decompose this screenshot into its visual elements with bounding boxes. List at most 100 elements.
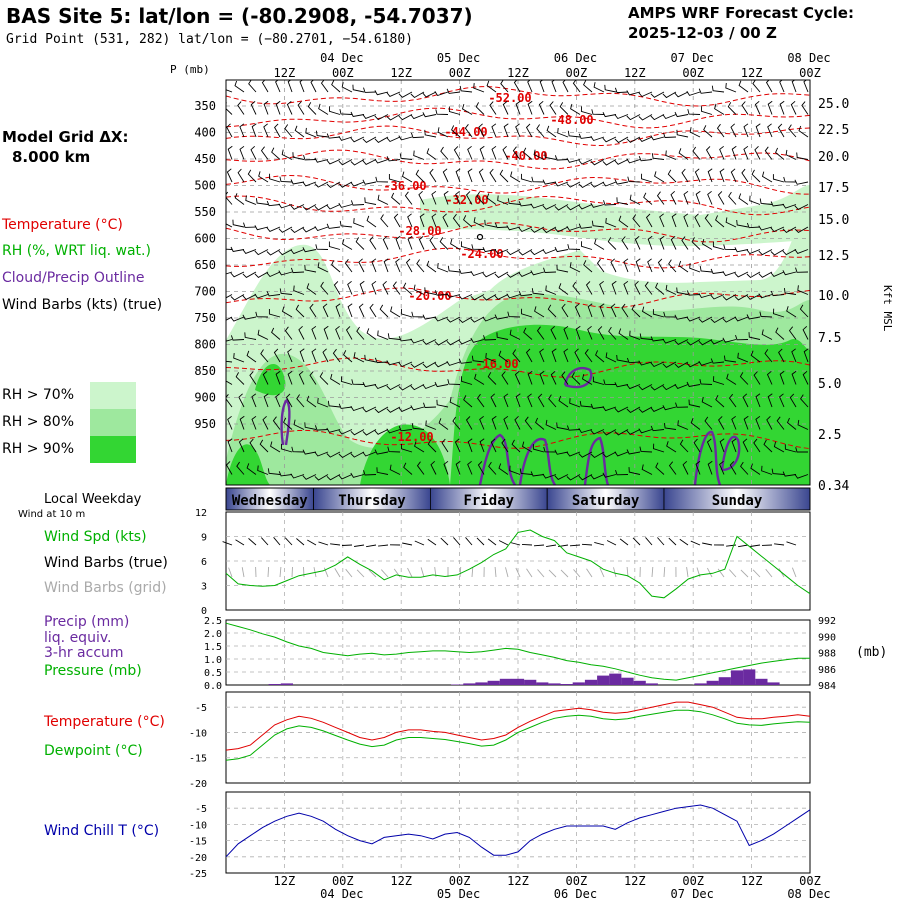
wind-barb [626, 406, 641, 414]
wind-chill-line [225, 804, 811, 858]
wind-barb [716, 123, 725, 138]
wind-barb [395, 235, 401, 250]
wind-barb [535, 417, 545, 430]
wind-barb [410, 91, 425, 99]
wind-barb [251, 123, 257, 138]
wind-barb [494, 314, 509, 320]
wind-tick-label: 6 [201, 557, 207, 568]
bottom-date-label: 07 Dec [671, 887, 714, 900]
wind-barb [275, 370, 281, 385]
wind-barb [392, 281, 401, 295]
wind-barb [644, 281, 653, 295]
wind-barb [761, 465, 773, 475]
pressure-right-tick-label: 986 [818, 665, 836, 676]
wind-barb-true [318, 541, 329, 546]
wind-barb [746, 249, 761, 255]
wind-barb [758, 249, 773, 256]
wind-barb [439, 237, 449, 250]
wind-barb [455, 460, 461, 475]
wind-barb [710, 339, 725, 345]
wind-barb [298, 370, 305, 385]
wind-barb [755, 393, 761, 408]
wind-barb [491, 145, 497, 160]
wind-barb [410, 338, 425, 344]
wind-barb [347, 303, 353, 318]
wind-barb [570, 103, 581, 115]
wind-barb [734, 247, 749, 253]
wind-barb [403, 282, 413, 295]
wind-barb [383, 258, 389, 273]
wind-barb [362, 114, 377, 119]
wind-barb [798, 125, 809, 138]
wind-barb [477, 461, 485, 475]
wind-barb [746, 222, 761, 229]
wind-barb [390, 306, 401, 318]
wind-barb [260, 146, 269, 160]
forecast-cycle-value: 2025-12-03 / 00 Z [628, 24, 777, 42]
wind-barb-grid [752, 569, 761, 578]
wind-barb-true [284, 537, 293, 546]
wind-barb [663, 311, 677, 318]
wind-barb [546, 125, 557, 138]
wind-barb [512, 349, 521, 363]
wind-barb [572, 80, 581, 93]
wind-barb [458, 358, 473, 364]
wind-barb [638, 384, 653, 391]
wind-barb [245, 195, 257, 205]
wind-barb [362, 159, 377, 165]
wind-barb [795, 267, 809, 273]
wind-barb [753, 438, 761, 453]
wind-barb [442, 168, 449, 183]
wind-barb-grid [526, 568, 533, 578]
wind-barb [788, 326, 797, 340]
wind-barb [736, 219, 749, 228]
wind-barb [639, 333, 653, 340]
wind-barb [387, 333, 401, 340]
chill-tick-label: -20 [189, 853, 207, 864]
wind-barb [332, 348, 341, 363]
wind-barb [650, 336, 665, 342]
temperature-contour [226, 174, 810, 195]
wind-barb [226, 89, 233, 93]
wind-barb [761, 329, 773, 340]
wind-barb [703, 125, 713, 138]
bottom-time-label: 00Z [799, 874, 821, 888]
wind-barb [742, 393, 749, 408]
wind-barb [350, 451, 365, 458]
wind-barb [482, 246, 497, 253]
kft-tick-label: 5.0 [818, 377, 841, 392]
temperature-contour-label: -28.00 [398, 224, 441, 238]
wind-barb [719, 460, 725, 475]
wind-barb [626, 384, 641, 390]
wind-barb [775, 147, 785, 160]
wind-barb [714, 103, 725, 115]
wind-barb [455, 168, 461, 183]
wind-barb [422, 112, 437, 118]
wind-barb [650, 114, 665, 121]
top-time-label: 12Z [741, 66, 763, 80]
wind-barb [350, 111, 365, 118]
wind-barb [434, 290, 449, 296]
wind-barb [278, 270, 293, 276]
wind-barb [335, 325, 341, 340]
wind-barb [473, 83, 485, 93]
legend-liq-equiv: liq. equiv. [44, 630, 112, 646]
wind-barb-true [427, 538, 437, 546]
wind-barb [663, 132, 677, 138]
temperature-contour [226, 247, 810, 269]
wind-barb [296, 394, 305, 408]
wind-barb [386, 114, 401, 121]
wind-barb [670, 235, 677, 250]
top-date-label: 05 Dec [437, 51, 480, 65]
wind-barb [398, 406, 413, 412]
wind-barb [694, 168, 701, 183]
wind-barb [561, 303, 569, 318]
wind-barb [424, 129, 437, 138]
wind-barb [251, 393, 257, 408]
wind-barb [269, 173, 281, 183]
wind-barb [422, 91, 437, 98]
wind-barb [287, 348, 293, 363]
wind-barb [323, 325, 329, 340]
wind-barb [374, 158, 389, 164]
wind-barb [681, 236, 689, 250]
